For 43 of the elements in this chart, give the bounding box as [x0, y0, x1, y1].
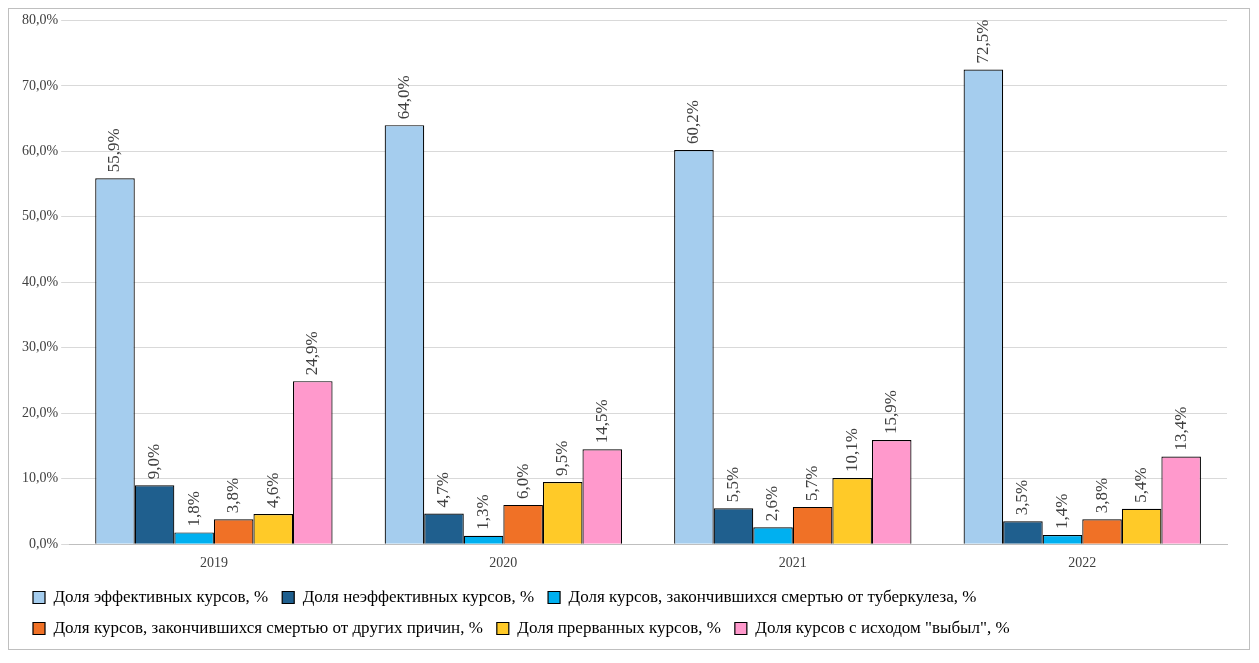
data-label: 24,9%	[302, 331, 322, 376]
y-tick-label: 20,0%	[21, 404, 59, 420]
data-label: 5,7%	[802, 465, 822, 501]
data-label: 9,0%	[144, 443, 164, 480]
y-tick-label: 0,0%	[28, 535, 59, 551]
legend-label: Доля эффективных курсов, %	[53, 586, 269, 606]
data-label: 4,6%	[262, 472, 282, 509]
y-tick-label: 50,0%	[21, 208, 59, 224]
data-label: 3,5%	[1012, 479, 1032, 516]
data-label: 60,2%	[683, 100, 703, 145]
data-label: 1,8%	[183, 490, 203, 527]
data-label: 4,7%	[433, 472, 453, 508]
x-tick-label: 2019	[199, 555, 228, 571]
data-label: 2,6%	[762, 485, 782, 522]
data-label: 9,5%	[552, 440, 572, 476]
y-tick-label: 70,0%	[21, 77, 59, 93]
y-tick-label: 30,0%	[21, 339, 59, 355]
data-label: 55,9%	[104, 128, 124, 173]
data-label: 3,8%	[1091, 477, 1111, 514]
data-label: 72,5%	[972, 19, 992, 64]
data-label: 14,5%	[591, 399, 611, 444]
data-label: 13,4%	[1170, 406, 1190, 451]
x-tick-label: 2022	[1068, 555, 1097, 571]
y-tick-label: 40,0%	[21, 273, 59, 289]
x-tick-label: 2020	[489, 555, 518, 571]
legend-label: Доля прерванных курсов, %	[517, 617, 721, 637]
data-label: 15,9%	[881, 390, 901, 435]
legend-label: Доля курсов, закончившихся смертью от туберкулеза, %	[568, 586, 977, 606]
data-label: 1,4%	[1051, 493, 1071, 530]
data-label: 6,0%	[512, 463, 532, 499]
data-label: 10,1%	[841, 428, 861, 473]
data-label: 1,3%	[473, 494, 493, 530]
y-tick-label: 80,0%	[21, 12, 59, 28]
data-label: 64,0%	[393, 75, 413, 120]
y-tick-label: 10,0%	[21, 470, 59, 486]
legend-label: Доля курсов, закончившихся смертью от других причин, %	[53, 617, 483, 637]
data-label: 5,4%	[1131, 467, 1151, 503]
y-tick-label: 60,0%	[21, 143, 59, 159]
legend-label: Доля неэффективных курсов, %	[302, 586, 535, 606]
data-label: 5,5%	[722, 466, 742, 503]
x-tick-label: 2021	[778, 555, 807, 571]
data-label: 3,8%	[223, 477, 243, 514]
legend-label: Доля курсов с исходом "выбыл", %	[755, 617, 1010, 637]
